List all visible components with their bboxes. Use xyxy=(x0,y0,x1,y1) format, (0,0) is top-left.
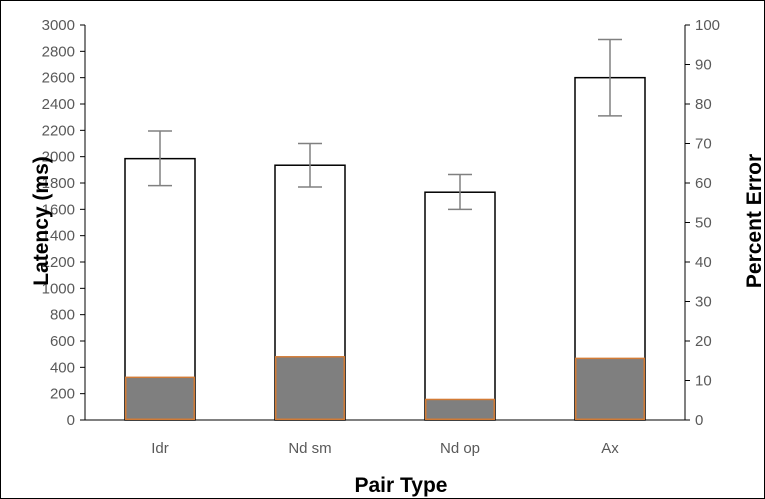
y-tick-label: 600 xyxy=(50,333,75,350)
y-tick-label: 1000 xyxy=(42,280,75,297)
y-tick-label: 1400 xyxy=(42,228,75,245)
y-tick-label: 200 xyxy=(50,386,75,403)
y-tick-label: 1200 xyxy=(42,254,75,271)
y-tick-label: 400 xyxy=(50,359,75,376)
y2-tick-label: 100 xyxy=(695,17,720,34)
y2-tick-label: 0 xyxy=(695,412,703,429)
x-tick-label: Nd op xyxy=(440,440,480,457)
error-rate-bar xyxy=(575,357,645,421)
y-tick-label: 2800 xyxy=(42,43,75,60)
x-tick-label: Idr xyxy=(151,440,169,457)
y-tick-label: 2200 xyxy=(42,122,75,139)
latency-bar xyxy=(124,157,196,421)
error-rate-bar xyxy=(125,376,195,420)
y-tick-label: 1600 xyxy=(42,201,75,218)
y2-tick-label: 70 xyxy=(695,136,712,153)
error-rate-bar xyxy=(425,398,495,420)
y2-tick-label: 90 xyxy=(695,57,712,74)
y-tick-label: 800 xyxy=(50,307,75,324)
y2-tick-label: 20 xyxy=(695,333,712,350)
y-axis-title: Latency (ms) xyxy=(30,156,53,286)
y2-tick-label: 30 xyxy=(695,294,712,311)
y-tick-label: 2000 xyxy=(42,149,75,166)
latency-bar xyxy=(424,191,496,421)
y2-tick-label: 80 xyxy=(695,96,712,113)
y-tick-label: 3000 xyxy=(42,17,75,34)
x-axis-title: Pair Type xyxy=(355,474,448,497)
error-rate-bar xyxy=(275,356,345,420)
y2-tick-label: 10 xyxy=(695,373,712,390)
y-tick-label: 0 xyxy=(67,412,75,429)
y-tick-label: 1800 xyxy=(42,175,75,192)
x-tick-label: Ax xyxy=(601,440,619,457)
y-tick-label: 2400 xyxy=(42,96,75,113)
y2-tick-label: 50 xyxy=(695,215,712,232)
y2-tick-label: 40 xyxy=(695,254,712,271)
y2-axis-title: Percent Error xyxy=(743,154,765,288)
y2-tick-label: 60 xyxy=(695,175,712,192)
x-tick-label: Nd sm xyxy=(288,440,331,457)
y-tick-label: 2600 xyxy=(42,70,75,87)
